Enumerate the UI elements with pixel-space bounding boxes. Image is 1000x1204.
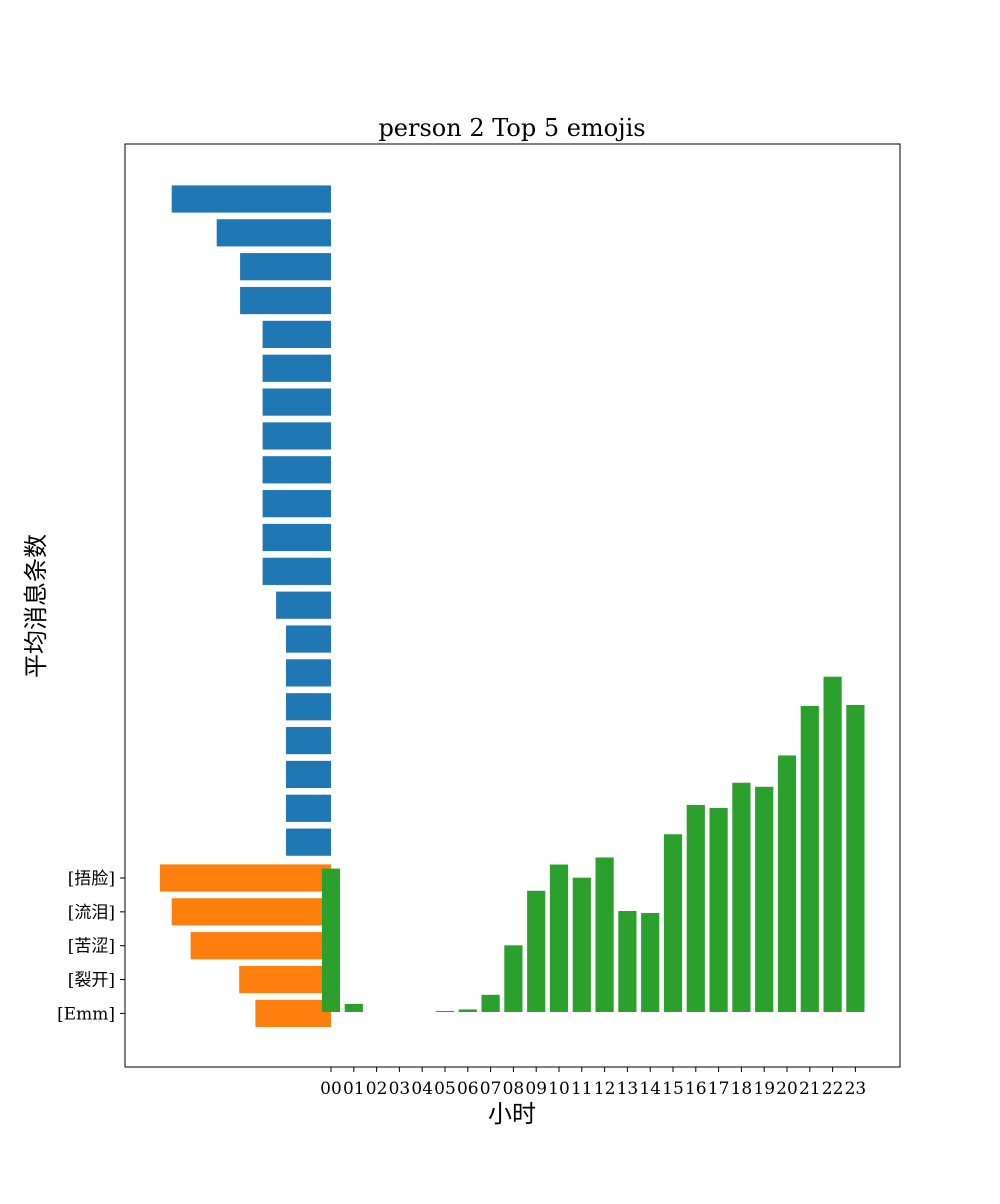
x-tick-label-06: 06 bbox=[457, 1079, 479, 1099]
x-tick-label-23: 23 bbox=[845, 1079, 867, 1099]
x-tick-label-13: 13 bbox=[617, 1079, 639, 1099]
blue-bar-13 bbox=[286, 625, 331, 653]
green-bar-11 bbox=[572, 877, 591, 1012]
green-bar-09 bbox=[527, 890, 546, 1012]
x-tick-label-18: 18 bbox=[731, 1079, 753, 1099]
blue-bar-15 bbox=[286, 693, 331, 721]
blue-bar-4 bbox=[262, 320, 331, 348]
blue-bar-7 bbox=[262, 422, 331, 450]
y-axis-label: 平均消息条数 bbox=[22, 534, 50, 678]
blue-bar-11 bbox=[262, 557, 331, 585]
green-bar-21 bbox=[800, 705, 819, 1012]
y-tick-label-3: [裂开] bbox=[68, 971, 115, 991]
blue-bar-0 bbox=[171, 185, 331, 213]
y-tick-label-1: [流泪] bbox=[68, 903, 115, 923]
x-tick-label-02: 02 bbox=[366, 1079, 388, 1099]
orange-bar-1 bbox=[171, 898, 331, 926]
x-tick-label-01: 01 bbox=[343, 1079, 365, 1099]
green-bar-10 bbox=[549, 864, 569, 1012]
green-bar-05 bbox=[435, 1010, 455, 1012]
x-tick-label-19: 19 bbox=[753, 1079, 775, 1099]
green-bar-08 bbox=[504, 945, 523, 1012]
x-tick-label-14: 14 bbox=[639, 1079, 661, 1099]
blue-bar-9 bbox=[262, 490, 331, 518]
x-axis-label: 小时 bbox=[488, 1100, 536, 1128]
x-tick-label-21: 21 bbox=[799, 1079, 821, 1099]
y-tick-label-4: [Emm] bbox=[57, 1004, 115, 1024]
green-bar-01 bbox=[344, 1003, 363, 1012]
orange-bar-4 bbox=[255, 999, 331, 1027]
blue-bar-5 bbox=[262, 354, 331, 382]
green-bar-20 bbox=[777, 755, 797, 1012]
y-tick-label-2: [苦涩] bbox=[68, 937, 115, 957]
blue-bar-16 bbox=[286, 727, 331, 755]
green-bar-13 bbox=[618, 911, 637, 1012]
x-tick-label-03: 03 bbox=[389, 1079, 411, 1099]
blue-bars-group bbox=[171, 185, 331, 856]
orange-bar-0 bbox=[160, 864, 331, 892]
x-tick-label-10: 10 bbox=[548, 1079, 570, 1099]
x-tick-label-00: 00 bbox=[320, 1079, 342, 1099]
y-ticks-group: [捂脸] [流泪] [苦涩] [裂开] [Emm] bbox=[57, 869, 125, 1024]
blue-bar-17 bbox=[286, 760, 331, 789]
blue-bar-14 bbox=[286, 659, 331, 687]
blue-bar-8 bbox=[262, 456, 331, 484]
x-tick-label-04: 04 bbox=[411, 1079, 433, 1099]
green-bar-06 bbox=[458, 1009, 477, 1012]
blue-bar-1 bbox=[216, 219, 331, 247]
blue-bar-10 bbox=[262, 523, 331, 552]
green-bar-16 bbox=[686, 804, 705, 1012]
x-tick-label-12: 12 bbox=[594, 1079, 616, 1099]
green-bars-group bbox=[321, 676, 865, 1012]
blue-bar-19 bbox=[286, 828, 331, 856]
blue-bar-2 bbox=[240, 253, 331, 281]
x-tick-label-07: 07 bbox=[480, 1079, 502, 1099]
x-tick-label-17: 17 bbox=[708, 1079, 730, 1099]
green-bar-18 bbox=[732, 782, 751, 1012]
y-tick-label-0: [捂脸] bbox=[68, 869, 115, 889]
green-bar-15 bbox=[663, 834, 683, 1012]
green-bar-12 bbox=[595, 857, 614, 1012]
orange-bars-group bbox=[160, 864, 331, 1027]
orange-bar-3 bbox=[239, 965, 331, 994]
x-tick-label-09: 09 bbox=[525, 1079, 547, 1099]
chart-title: person 2 Top 5 emojis bbox=[378, 114, 645, 142]
x-tick-label-22: 22 bbox=[822, 1079, 844, 1099]
blue-bar-6 bbox=[262, 388, 331, 416]
green-bar-17 bbox=[709, 807, 728, 1012]
x-tick-label-05: 05 bbox=[434, 1079, 456, 1099]
green-bar-22 bbox=[823, 676, 842, 1012]
green-bar-00 bbox=[321, 868, 341, 1012]
orange-bar-2 bbox=[190, 932, 331, 960]
plot-frame bbox=[124, 143, 901, 1068]
blue-bar-18 bbox=[286, 794, 331, 822]
x-tick-label-15: 15 bbox=[662, 1079, 684, 1099]
green-bar-07 bbox=[481, 994, 500, 1012]
x-ticks-group: 00 01 02 03 04 05 06 07 08 09 10 11 12 13 14 15 16 17 18 19… bbox=[320, 1067, 866, 1099]
x-tick-label-20: 20 bbox=[776, 1079, 798, 1099]
x-tick-label-16: 16 bbox=[685, 1079, 707, 1099]
blue-bar-3 bbox=[240, 286, 331, 315]
x-tick-label-11: 11 bbox=[571, 1079, 593, 1099]
blue-bar-12 bbox=[276, 591, 331, 619]
green-bar-19 bbox=[755, 786, 774, 1012]
x-tick-label-08: 08 bbox=[503, 1079, 525, 1099]
green-bar-14 bbox=[641, 913, 660, 1012]
green-bar-23 bbox=[846, 704, 865, 1012]
